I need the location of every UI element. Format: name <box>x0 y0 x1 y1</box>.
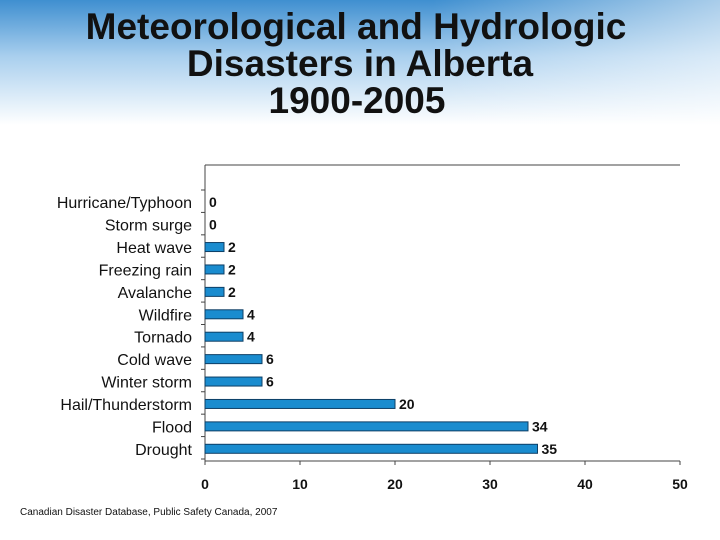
x-tick-label: 30 <box>482 476 498 492</box>
bar <box>204 286 225 297</box>
title-line-2: Disasters in Alberta <box>186 43 534 84</box>
header-band <box>0 0 720 125</box>
x-tick-label: 10 <box>292 476 308 492</box>
x-tick-label: 40 <box>577 476 593 492</box>
data-label: 4 <box>247 306 255 322</box>
category-label: Cold wave <box>117 352 192 369</box>
data-label: 4 <box>247 329 255 345</box>
bar <box>204 398 396 409</box>
x-tick-label: 50 <box>672 476 688 492</box>
bar <box>204 376 263 387</box>
data-label: 2 <box>228 261 236 277</box>
bar <box>204 264 225 275</box>
category-label: Drought <box>135 442 192 459</box>
category-label: Freezing rain <box>99 262 192 279</box>
category-label: Flood <box>152 419 192 436</box>
category-label: Storm surge <box>105 218 192 235</box>
chart-title: Meteorological and Hydrologic Disasters … <box>0 8 720 119</box>
data-label: 6 <box>266 351 274 367</box>
category-label: Hurricane/Typhoon <box>57 195 192 212</box>
category-label: Winter storm <box>101 375 192 392</box>
bar <box>204 242 225 253</box>
x-tick-label: 0 <box>201 476 209 492</box>
data-label: 2 <box>228 239 236 255</box>
data-label: 34 <box>532 418 548 434</box>
data-label: 20 <box>399 396 415 412</box>
category-label: Wildfire <box>139 307 192 324</box>
category-label: Avalanche <box>118 285 193 302</box>
title-line-1: Meteorological and Hydrologic <box>85 6 627 47</box>
category-label: Hail/Thunderstorm <box>60 397 192 414</box>
data-label: 2 <box>228 284 236 300</box>
bar <box>204 331 244 342</box>
data-label: 6 <box>266 374 274 390</box>
title-line-3: 1900-2005 <box>268 80 446 121</box>
source-note: Canadian Disaster Database, Public Safet… <box>20 507 278 518</box>
bar <box>204 443 538 454</box>
bar <box>204 354 263 365</box>
data-label: 0 <box>209 217 217 233</box>
bar <box>204 421 529 432</box>
category-label: Tornado <box>134 330 192 347</box>
x-tick-label: 20 <box>387 476 403 492</box>
data-label: 0 <box>209 194 217 210</box>
bar <box>204 309 244 320</box>
data-label: 35 <box>542 441 558 457</box>
category-label: Heat wave <box>116 240 192 257</box>
